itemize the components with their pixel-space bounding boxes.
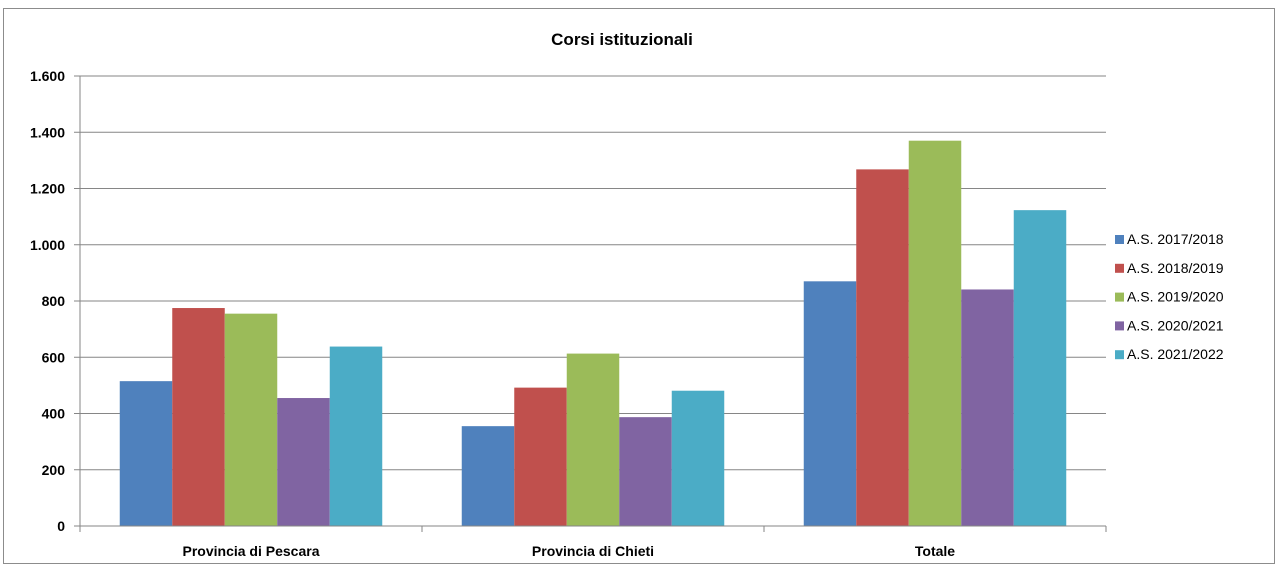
legend-swatch (1115, 263, 1124, 273)
y-tick-label: 1.200 (30, 181, 65, 197)
legend-label: A.S. 2019/2020 (1127, 289, 1224, 305)
legend-label: A.S. 2018/2019 (1127, 260, 1224, 276)
y-tick-label: 200 (42, 462, 66, 478)
bars (119, 140, 1067, 526)
bar (671, 390, 725, 526)
legend-label: A.S. 2017/2018 (1127, 231, 1224, 247)
y-tick-label: 600 (42, 349, 66, 365)
bar (619, 417, 672, 526)
bar (514, 387, 567, 526)
bar (803, 281, 857, 526)
bar (461, 426, 515, 526)
x-category-label: Totale (915, 543, 955, 559)
legend-swatch (1115, 292, 1124, 302)
legend-swatch (1115, 321, 1124, 331)
legend-label: A.S. 2020/2021 (1127, 317, 1224, 333)
bar (277, 398, 330, 526)
legend-label: A.S. 2021/2022 (1127, 346, 1224, 362)
bar (961, 289, 1014, 526)
bar (908, 140, 962, 526)
x-category-label: Provincia di Chieti (532, 543, 654, 559)
legend: A.S. 2017/2018 A.S. 2018/2019 A.S. 2019/20… (1115, 231, 1224, 362)
bar (856, 169, 909, 526)
legend-swatch (1115, 235, 1124, 244)
x-category-label: Provincia di Pescara (183, 543, 320, 559)
bar (1013, 210, 1067, 526)
y-tick-label: 0 (57, 518, 65, 534)
bar (172, 308, 225, 526)
y-tick-label: 1.600 (30, 68, 65, 84)
y-tick-label: 800 (42, 293, 66, 309)
bar (119, 381, 173, 526)
x-axis-categories: Provincia di Pescara Provincia di Chieti T… (183, 543, 956, 559)
bar (224, 313, 278, 526)
legend-swatch (1115, 350, 1124, 360)
chart-title: Corsi istituzionali (551, 30, 693, 49)
y-axis-ticks: 0 200 400 600 800 1.000 1.200 1.400 1.600 (30, 68, 80, 534)
y-tick-label: 1.400 (30, 124, 65, 140)
y-tick-label: 1.000 (30, 237, 65, 253)
bar (329, 346, 383, 526)
y-tick-label: 400 (42, 406, 66, 422)
axes (79, 76, 1107, 532)
bar (566, 353, 620, 526)
